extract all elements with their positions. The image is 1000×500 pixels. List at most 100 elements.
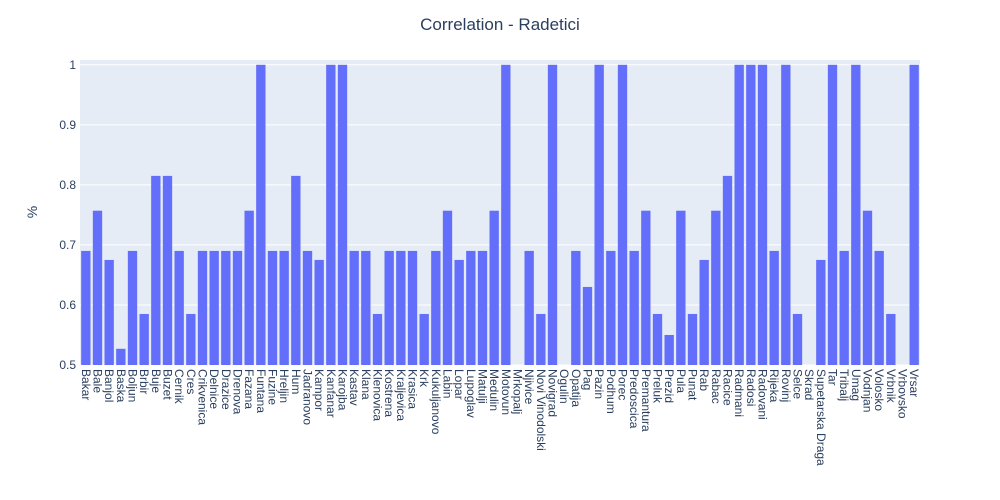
x-tick-label: Radmani: [732, 369, 746, 417]
bar: [466, 250, 476, 365]
x-tick-label: Punat: [686, 369, 700, 401]
x-tick-label: Matulji: [476, 369, 490, 404]
bar: [886, 313, 896, 365]
x-tick-label: Jadranovo: [301, 369, 315, 425]
x-tick-label: Labin: [441, 369, 455, 398]
y-tick-label: 1: [69, 58, 76, 72]
x-tick-label: Delnice: [207, 369, 221, 409]
x-tick-label: Crikvenica: [196, 369, 210, 425]
bar: [606, 250, 616, 365]
x-tick-label: Kastav: [347, 369, 361, 406]
x-tick-label: Bakar: [79, 369, 93, 400]
x-tick-label: Porec: [616, 369, 630, 400]
x-tick-label: Rovinj: [779, 369, 793, 402]
x-tick-label: Krk: [417, 369, 431, 388]
x-tick-label: Karojba: [336, 369, 350, 411]
bar: [722, 175, 733, 365]
bar: [127, 250, 138, 365]
x-tick-label: Vodnjan: [861, 369, 875, 412]
x-tick-label: Drazice: [219, 369, 233, 410]
x-tick-label: Pag: [581, 369, 595, 390]
x-tick-label: Selce: [791, 369, 805, 399]
x-tick-label: Kostrena: [382, 369, 396, 417]
x-tick-label: Funtana: [254, 369, 268, 413]
bar: [827, 64, 838, 365]
bar: [781, 64, 791, 365]
x-tick-label: Fazana: [242, 369, 256, 409]
bar: [874, 250, 884, 365]
bar: [209, 250, 219, 365]
bar: [326, 64, 336, 365]
bar: [221, 250, 231, 365]
x-tick-label: Rijeka: [767, 369, 781, 403]
bar: [104, 259, 114, 365]
y-axis-title: %: [24, 206, 40, 218]
bar: [256, 64, 266, 365]
bar: [536, 313, 546, 365]
bar: [174, 250, 184, 365]
x-tick-label: Motovun: [499, 369, 513, 415]
bar: [687, 313, 698, 365]
x-tick-label: Radovani: [756, 369, 770, 420]
bar: [92, 210, 103, 365]
bar: [116, 348, 126, 365]
bar: [291, 175, 301, 365]
bar: [396, 250, 406, 365]
bar: [162, 175, 173, 365]
x-tick-label: Pula: [674, 369, 688, 393]
bar: [699, 259, 709, 365]
bar: [489, 210, 499, 365]
bar: [337, 64, 348, 365]
x-tick-label: Vrsar: [907, 369, 921, 397]
x-tick-label: Hum: [289, 369, 303, 394]
x-tick-label: Umag: [849, 369, 863, 401]
x-tick-label: Preluk: [651, 369, 665, 404]
x-tick-label: Rab: [697, 369, 711, 391]
x-tick-label: Brbir: [137, 369, 151, 394]
bar: [582, 286, 593, 365]
bar: [349, 250, 359, 365]
bar: [279, 250, 289, 365]
x-tick-label: Cres: [184, 369, 198, 394]
y-tick-label: 0.9: [59, 118, 76, 132]
x-tick-label: Skrad: [802, 369, 816, 400]
bar: [792, 313, 803, 365]
x-tick-label: Klenovica: [371, 369, 385, 421]
bar: [431, 250, 441, 365]
plot-area: [80, 60, 920, 365]
x-tick-label: Njivice: [522, 369, 536, 405]
x-tick-label: Boljun: [126, 369, 140, 402]
x-tick-label: Racice: [721, 369, 735, 406]
x-tick-label: Pazin: [592, 369, 606, 399]
x-tick-label: Hreljin: [277, 369, 291, 403]
bar: [232, 250, 243, 365]
x-tick-label: Podhum: [604, 369, 618, 414]
bar: [442, 210, 453, 365]
bar: [641, 210, 651, 365]
x-tick-label: Medulin: [487, 369, 501, 411]
x-tick-label: Novigrad: [546, 369, 560, 417]
x-tick-label: Banjol: [102, 369, 116, 402]
bar: [151, 175, 161, 365]
bar: [419, 313, 429, 365]
bar: [629, 250, 639, 365]
x-tick-label: Buje: [149, 369, 163, 393]
bar: [267, 250, 278, 365]
bar: [524, 250, 534, 365]
x-tick-label: Kraljevica: [394, 369, 408, 421]
x-tick-label: Baska: [114, 369, 128, 403]
bar: [617, 64, 628, 365]
y-tick-label: 0.5: [59, 358, 76, 372]
x-tick-label: Vrbovsko: [896, 369, 910, 419]
x-tick-label: Opatija: [569, 369, 583, 407]
bar: [197, 250, 208, 365]
x-tick-label: Lupoglav: [464, 369, 478, 418]
y-tick-label: 0.7: [59, 238, 76, 252]
x-tick-label: Kampor: [312, 369, 326, 411]
x-tick-label: Drenova: [231, 369, 245, 415]
bar: [652, 313, 663, 365]
bar: [839, 250, 849, 365]
bar: [454, 259, 464, 365]
bar: [664, 334, 674, 365]
